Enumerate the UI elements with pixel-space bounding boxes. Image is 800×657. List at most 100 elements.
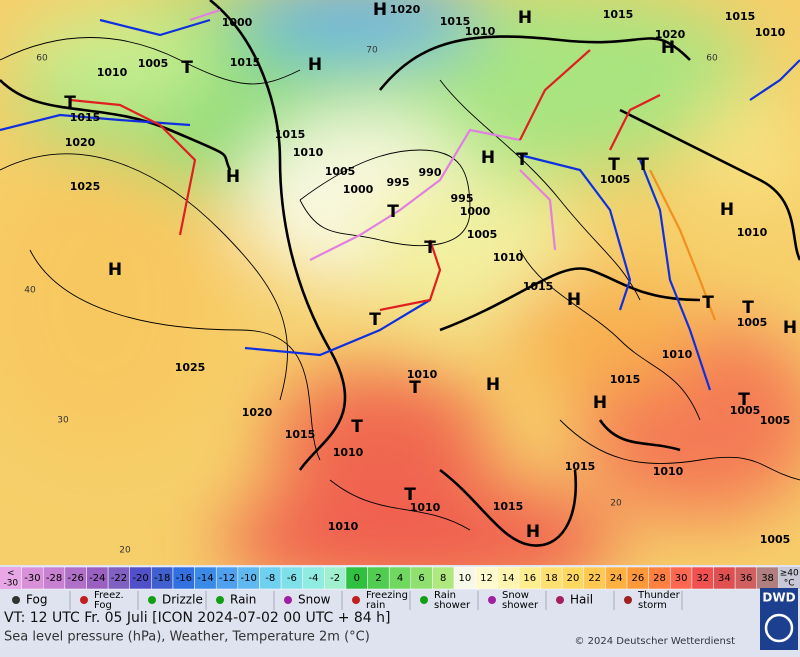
scale-label: 4	[397, 573, 403, 584]
scale-label: -24	[89, 573, 105, 584]
logo-box	[760, 588, 798, 650]
isobar-label: 1010	[662, 348, 693, 361]
isobar-label: 1010	[653, 465, 684, 478]
legend-label: shower	[434, 600, 471, 611]
isobar-label: 1025	[70, 180, 101, 193]
scale-label: 30	[675, 573, 688, 584]
pressure-center: H	[567, 290, 581, 310]
scale-label: -30	[3, 579, 18, 589]
weather-symbol	[488, 596, 496, 604]
scale-label: -22	[111, 573, 127, 584]
scale-label: °C	[784, 579, 795, 589]
valid-time: VT: 12 UTC Fr. 05 Juli [ICON 2024-07-02 …	[4, 610, 391, 626]
pressure-center: H	[481, 148, 495, 168]
latitude-label: 60	[36, 54, 48, 64]
pressure-center: H	[226, 167, 240, 187]
weather-symbol	[148, 596, 156, 604]
weather-symbol	[80, 596, 88, 604]
legend-label: Freezing	[366, 590, 408, 601]
isobar-label: 1005	[467, 228, 498, 241]
isobar-label: 1020	[65, 136, 96, 149]
scale-label: 28	[653, 573, 666, 584]
pressure-center: T	[387, 202, 399, 222]
pressure-center: H	[518, 8, 532, 28]
legend-label: Fog	[94, 600, 112, 611]
isobar-label: 1015	[275, 128, 306, 141]
isobar-label: 1015	[725, 10, 756, 23]
isobar-label: 1015	[603, 8, 634, 21]
isobar-label: 1010	[410, 501, 441, 514]
pressure-center: T	[64, 93, 76, 113]
isobar-label: 1020	[390, 3, 421, 16]
scale-label: -16	[176, 573, 192, 584]
legend-label: Freez.	[94, 590, 124, 601]
isobar-label: 1010	[328, 520, 359, 533]
pressure-center: T	[738, 390, 750, 410]
scale-label: 6	[418, 573, 424, 584]
pressure-center: T	[742, 298, 754, 318]
isobar-label: 1005	[138, 57, 169, 70]
isobar-label: 1005	[737, 316, 768, 329]
scale-label: 26	[631, 573, 644, 584]
isobar-label: 1015	[493, 500, 524, 513]
scale-label: 0	[354, 573, 360, 584]
isobar-label: 1020	[242, 406, 273, 419]
scale-label: -28	[46, 573, 62, 584]
isobar-label: 1010	[97, 66, 128, 79]
weather-symbol	[420, 596, 428, 604]
legend-label: shower	[502, 600, 539, 611]
pressure-center: H	[308, 55, 322, 75]
legend-label: Drizzle	[162, 593, 203, 607]
isobar-label: 1010	[737, 226, 768, 239]
latitude-label: 60	[706, 54, 718, 64]
pressure-center: H	[486, 375, 500, 395]
pressure-center: H	[661, 38, 675, 58]
latitude-label: 30	[57, 416, 69, 426]
scale-label: 34	[718, 573, 731, 584]
weather-symbol	[284, 596, 292, 604]
pressure-center: H	[783, 318, 797, 338]
isobar-label: 1015	[70, 111, 101, 124]
weather-symbol	[556, 596, 564, 604]
scale-cell	[0, 567, 22, 589]
scale-label: -10	[240, 573, 256, 584]
legend-label: Snow	[298, 593, 331, 607]
scale-label: <	[7, 569, 15, 579]
legend-label: Rain	[434, 590, 456, 601]
scale-label: -8	[265, 573, 275, 584]
pressure-center: T	[702, 293, 714, 313]
scale-label: -30	[24, 573, 40, 584]
pressure-center: H	[108, 260, 122, 280]
scale-label: 16	[523, 573, 536, 584]
isobar-label: 1020	[655, 28, 686, 41]
legend-label: Hail	[570, 593, 593, 607]
scale-label: 24	[610, 573, 623, 584]
isobar-label: 990	[419, 166, 442, 179]
isobar-label: 1010	[755, 26, 786, 39]
scale-label: 38	[761, 573, 774, 584]
isobar-label: 1015	[610, 373, 641, 386]
isobar-label: 1005	[600, 173, 631, 186]
pressure-center: T	[181, 58, 193, 78]
pressure-center: T	[637, 155, 649, 175]
weather-symbol	[352, 596, 360, 604]
scale-label: 22	[588, 573, 601, 584]
pressure-center: T	[404, 485, 416, 505]
isobar-label: 1000	[343, 183, 374, 196]
pressure-center: T	[516, 150, 528, 170]
weather-symbol	[12, 596, 20, 604]
weather-symbol	[216, 596, 224, 604]
isobar-label: 1015	[440, 15, 471, 28]
legend-label: Rain	[230, 593, 256, 607]
isobar-label: 1010	[333, 446, 364, 459]
logo: DWD	[762, 591, 795, 605]
scale-label: 36	[740, 573, 753, 584]
pressure-center: H	[720, 200, 734, 220]
scale-label: ≥40	[780, 569, 799, 579]
pressure-center: T	[424, 238, 436, 258]
pressure-center: T	[369, 310, 381, 330]
latitude-label: 40	[24, 286, 36, 296]
isobar-label: 1010	[293, 146, 324, 159]
scale-label: 2	[375, 573, 381, 584]
